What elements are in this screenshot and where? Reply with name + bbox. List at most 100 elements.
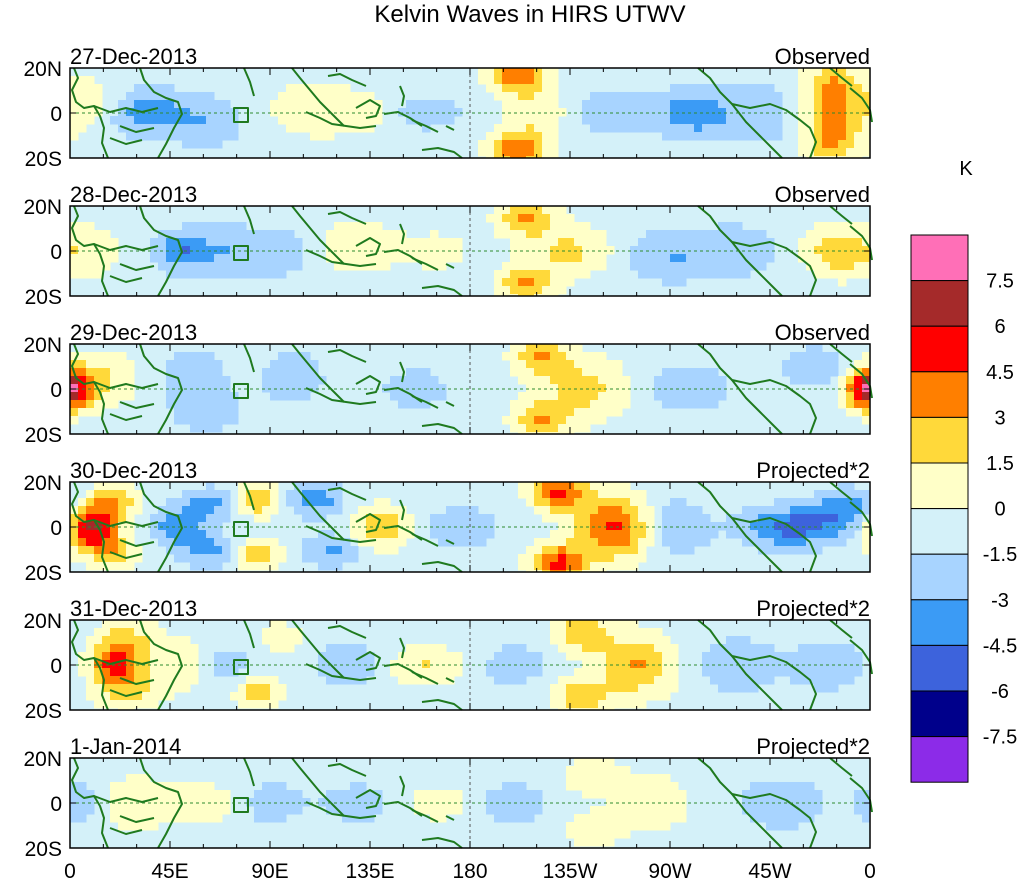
field-cell — [542, 116, 551, 125]
field-cell — [262, 376, 271, 385]
field-cell — [822, 530, 831, 539]
field-cell — [806, 84, 815, 93]
field-cell — [110, 538, 119, 547]
field-cell — [294, 92, 303, 101]
field-cell — [254, 506, 263, 515]
field-cell — [270, 546, 279, 555]
field-cell — [78, 660, 87, 669]
field-cell — [102, 498, 111, 507]
field-cell — [422, 124, 431, 133]
field-cell — [214, 132, 223, 141]
field-cell — [582, 222, 591, 231]
field-cell — [206, 562, 215, 571]
field-cell — [190, 392, 199, 401]
field-cell — [142, 660, 151, 669]
field-cell — [566, 384, 575, 393]
field-cell — [118, 506, 127, 515]
field-cell — [118, 108, 127, 117]
field-cell — [830, 514, 839, 523]
field-cell — [534, 652, 543, 661]
field-cell — [550, 246, 559, 255]
field-cell — [310, 124, 319, 133]
field-cell — [694, 376, 703, 385]
field-cell — [526, 790, 535, 799]
field-cell — [550, 360, 559, 369]
field-cell — [414, 798, 423, 807]
field-cell — [70, 790, 79, 799]
field-cell — [278, 554, 287, 563]
field-cell — [174, 636, 183, 645]
field-cell — [446, 514, 455, 523]
field-cell — [766, 108, 775, 117]
field-cell — [150, 822, 159, 831]
field-cell — [406, 400, 415, 409]
field-cell — [118, 822, 127, 831]
field-cell — [342, 538, 351, 547]
field-cell — [862, 76, 871, 85]
field-cell — [70, 538, 79, 547]
field-cell — [526, 482, 535, 491]
field-cell — [86, 498, 95, 507]
field-cell — [206, 506, 215, 515]
field-cell — [822, 254, 831, 263]
field-cell — [278, 238, 287, 247]
field-cell — [798, 92, 807, 101]
field-cell — [534, 238, 543, 247]
field-cell — [742, 652, 751, 661]
field-cell — [742, 124, 751, 133]
field-cell — [798, 254, 807, 263]
field-cell — [494, 230, 503, 239]
field-cell — [270, 270, 279, 279]
field-cell — [678, 100, 687, 109]
field-cell — [550, 352, 559, 361]
field-cell — [214, 798, 223, 807]
field-cell — [694, 400, 703, 409]
field-cell — [86, 554, 95, 563]
field-cell — [590, 408, 599, 417]
field-cell — [438, 644, 447, 653]
field-cell — [174, 246, 183, 255]
field-cell — [590, 116, 599, 125]
field-cell — [366, 814, 375, 823]
field-cell — [534, 392, 543, 401]
field-cell — [294, 84, 303, 93]
field-cell — [782, 798, 791, 807]
field-cell — [150, 132, 159, 141]
field-cell — [750, 684, 759, 693]
field-cell — [662, 262, 671, 271]
field-cell — [798, 238, 807, 247]
field-cell — [182, 782, 191, 791]
field-cell — [742, 246, 751, 255]
field-cell — [526, 262, 535, 271]
field-cell — [806, 92, 815, 101]
field-cell — [742, 798, 751, 807]
field-cell — [614, 774, 623, 783]
field-cell — [590, 822, 599, 831]
field-cell — [598, 230, 607, 239]
field-cell — [366, 238, 375, 247]
field-cell — [830, 132, 839, 141]
field-cell — [222, 490, 231, 499]
field-cell — [630, 100, 639, 109]
field-cell — [702, 514, 711, 523]
field-cell — [110, 400, 119, 409]
field-cell — [670, 238, 679, 247]
field-cell — [750, 132, 759, 141]
field-cell — [702, 384, 711, 393]
field-cell — [622, 376, 631, 385]
field-cell — [174, 384, 183, 393]
field-cell — [606, 360, 615, 369]
field-cell — [646, 684, 655, 693]
field-cell — [198, 262, 207, 271]
field-cell — [94, 352, 103, 361]
field-cell — [846, 246, 855, 255]
field-cell — [582, 384, 591, 393]
field-cell — [622, 814, 631, 823]
field-cell — [678, 790, 687, 799]
field-cell — [294, 360, 303, 369]
field-cell — [382, 538, 391, 547]
field-cell — [214, 360, 223, 369]
field-cell — [654, 644, 663, 653]
field-cell — [246, 538, 255, 547]
field-cell — [630, 530, 639, 539]
